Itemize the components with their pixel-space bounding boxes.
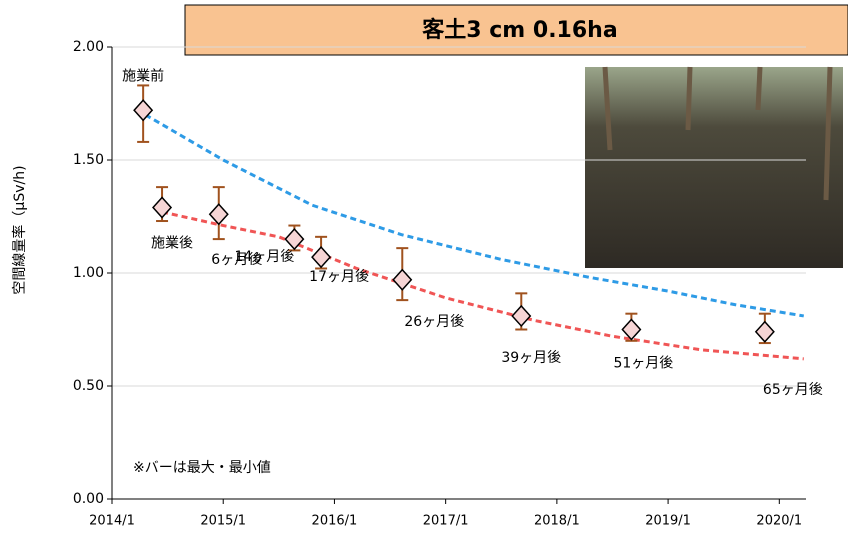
note: ※バーは最大・最小値 [133, 460, 271, 476]
y-tick-label: 1.00 [73, 265, 104, 281]
point-label: 6ヶ月後 [211, 252, 262, 268]
x-tick-label: 2016/1 [312, 514, 358, 529]
point-label: 65ヶ月後 [763, 382, 823, 398]
y-tick-label: 2.00 [73, 39, 104, 55]
point [284, 227, 305, 251]
trend-line [144, 113, 805, 318]
trend-line [161, 210, 804, 361]
x-tick-label: 2020/1 [756, 514, 802, 529]
point-label: 26ヶ月後 [404, 314, 464, 330]
y-tick-label: 0.50 [73, 378, 104, 394]
point [152, 196, 173, 219]
x-tick-label: 2017/1 [423, 514, 469, 529]
point [392, 268, 413, 291]
x-tick-label: 2015/1 [200, 514, 246, 529]
photo-trees [602, 66, 833, 201]
point [511, 304, 532, 328]
chart-title: 客土3 cm 0.16ha [422, 17, 617, 43]
y-tick-label: 1.50 [73, 152, 104, 168]
point [208, 203, 229, 226]
x-tick-label: 2019/1 [645, 514, 691, 529]
point [754, 320, 775, 343]
y-axis-label: 空間線量率（μSv/h) [11, 165, 28, 294]
x-tick-label: 2014/1 [89, 514, 135, 529]
y-tick-label: 0.00 [73, 491, 104, 507]
point [133, 99, 154, 122]
point-label: 14ヶ月後 [234, 249, 294, 265]
photo [585, 67, 843, 268]
point-label: 施業前 [122, 67, 164, 84]
x-tick-label: 2018/1 [534, 514, 580, 529]
point [311, 246, 332, 269]
point [621, 318, 642, 341]
point-label: 17ヶ月後 [309, 269, 369, 285]
point-label: 51ヶ月後 [613, 356, 673, 372]
point-label: 施業後 [151, 235, 193, 251]
point-label: 39ヶ月後 [501, 350, 561, 366]
